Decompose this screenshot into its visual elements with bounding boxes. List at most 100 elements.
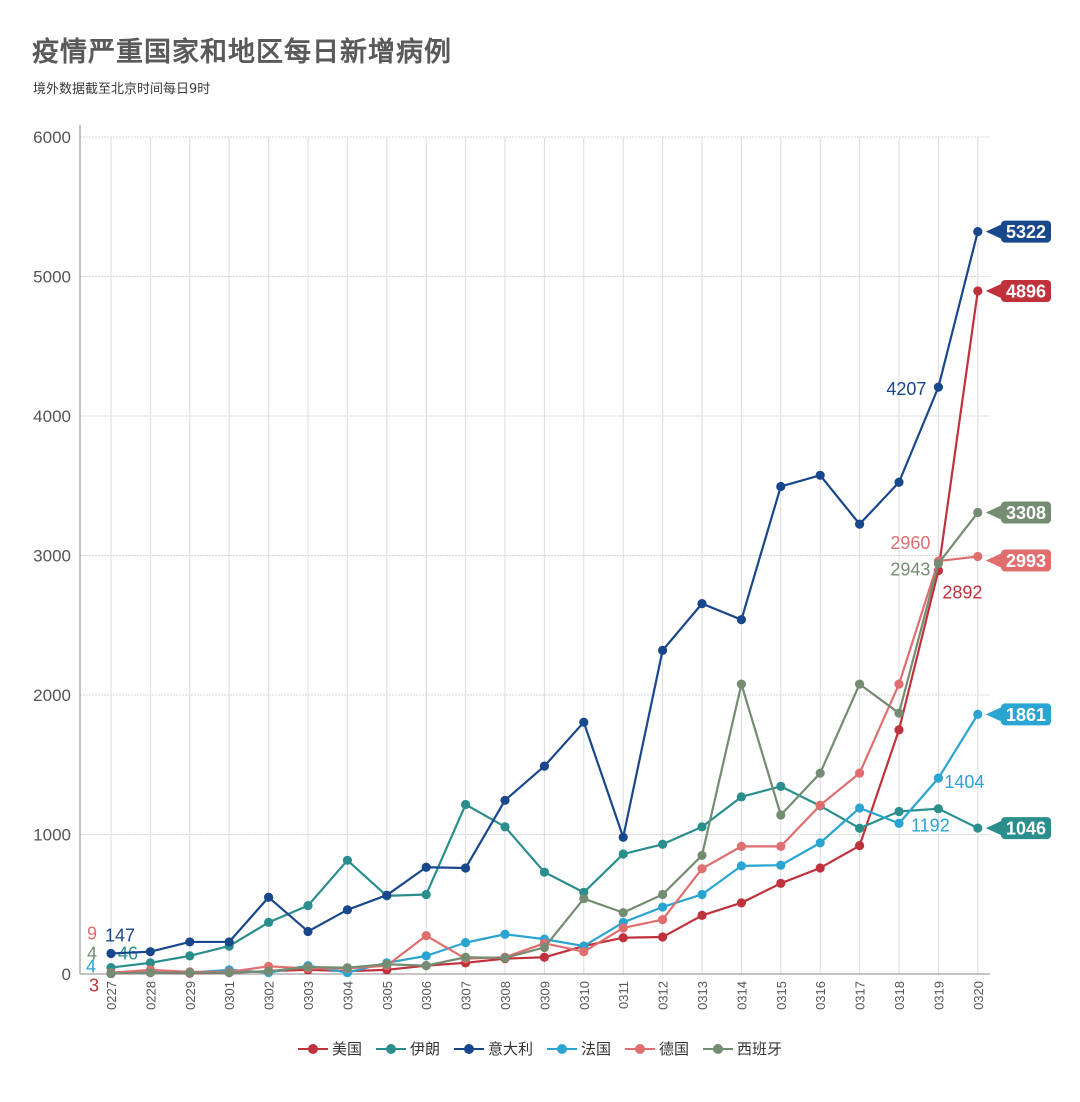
data-label: 4207 — [886, 379, 926, 399]
data-point — [815, 470, 825, 480]
y-tick-label: 3000 — [33, 547, 71, 566]
data-point — [894, 679, 904, 689]
data-label: 2892 — [942, 583, 982, 603]
data-point — [973, 551, 983, 562]
data-point — [421, 862, 431, 872]
legend-label: 法国 — [581, 1040, 612, 1058]
data-point — [461, 799, 471, 810]
data-point — [461, 938, 471, 948]
data-point — [185, 937, 195, 947]
data-point — [618, 908, 628, 918]
x-tick-label: 0319 — [931, 981, 946, 1010]
data-point — [973, 226, 983, 237]
end-label-badge — [1001, 703, 1051, 726]
data-point — [145, 958, 155, 968]
data-label: 2943 — [890, 559, 930, 579]
legend-item: 西班牙 — [703, 1038, 782, 1059]
data-point — [342, 905, 352, 915]
x-tick-label: 0317 — [853, 981, 868, 1010]
data-point — [539, 761, 550, 771]
x-tick-label: 0228 — [143, 981, 158, 1010]
y-tick-label: 0 — [62, 965, 71, 984]
end-label-pointer — [985, 707, 1001, 722]
data-label: 2960 — [890, 533, 930, 553]
data-point — [579, 717, 589, 727]
data-point — [539, 867, 550, 877]
end-label-pointer — [985, 284, 1001, 299]
legend-label: 意大利 — [487, 1040, 533, 1058]
data-label: 4 — [86, 956, 96, 976]
y-tick-label: 4000 — [33, 407, 71, 426]
x-tick-label: 0314 — [734, 981, 749, 1010]
data-point — [933, 382, 944, 392]
data-point — [185, 951, 195, 961]
data-point — [658, 902, 668, 912]
data-point — [106, 948, 116, 959]
data-point — [145, 968, 155, 978]
data-point — [894, 725, 904, 735]
data-point — [224, 968, 234, 978]
data-point — [855, 803, 865, 813]
data-point — [342, 855, 352, 865]
data-point — [658, 839, 668, 849]
data-point — [855, 679, 865, 689]
data-point — [658, 645, 668, 655]
data-point — [539, 952, 550, 962]
data-point — [973, 286, 983, 296]
x-tick-label: 0307 — [459, 981, 474, 1010]
data-point — [894, 818, 904, 828]
x-tick-label: 0318 — [892, 981, 907, 1010]
data-point — [973, 709, 983, 719]
data-point — [815, 768, 825, 778]
end-label: 5322 — [1006, 222, 1046, 242]
data-label: 147 — [105, 925, 135, 945]
x-tick-label: 0311 — [616, 981, 631, 1009]
data-label: 1192 — [911, 815, 950, 835]
data-point — [303, 962, 313, 972]
x-tick-label: 0303 — [301, 981, 316, 1010]
end-label: 2993 — [1006, 551, 1046, 571]
data-point — [815, 800, 825, 810]
x-tick-label: 0312 — [656, 981, 671, 1010]
legend-item: 法国 — [547, 1038, 611, 1059]
data-point — [776, 810, 786, 820]
x-tick-label: 0302 — [262, 981, 277, 1010]
data-point — [539, 942, 550, 953]
data-point — [933, 804, 944, 814]
x-tick-label: 0315 — [774, 981, 789, 1010]
series-法国: 4 1404 1192 1861 — [86, 703, 1051, 979]
end-label-pointer — [985, 224, 1001, 239]
end-label-badge — [1001, 549, 1051, 572]
end-label-badge — [1001, 220, 1051, 243]
data-point — [815, 863, 825, 873]
y-tick-label: 5000 — [33, 268, 71, 287]
data-point — [776, 481, 786, 492]
data-point — [973, 823, 983, 833]
y-tick-label: 6000 — [33, 128, 71, 147]
legend-swatch — [703, 1042, 734, 1056]
data-point — [461, 952, 471, 962]
data-point — [697, 910, 707, 921]
data-point — [382, 959, 392, 969]
end-label: 3308 — [1006, 503, 1046, 523]
data-point — [894, 477, 904, 487]
data-point — [618, 849, 628, 859]
legend-swatch — [375, 1042, 406, 1056]
legend-item: 美国 — [297, 1038, 362, 1059]
x-tick-label: 0320 — [971, 981, 986, 1010]
data-point — [933, 773, 944, 783]
data-point — [145, 947, 155, 957]
data-point — [421, 951, 431, 961]
data-point — [618, 832, 628, 842]
data-point — [736, 898, 747, 908]
line-chart: 0 1000 2000 3000 4000 5000 6000 0227 0228 0229 030… — [33, 125, 1051, 1010]
data-point — [618, 933, 628, 943]
data-point — [264, 892, 274, 902]
end-label-pointer — [985, 553, 1001, 568]
series-意大利: 147 4207 5322 — [105, 220, 1051, 959]
series-西班牙: 4 2943 3308 — [87, 501, 1051, 979]
data-point — [461, 863, 471, 873]
data-point — [855, 768, 865, 778]
chart-subtitle: 境外数据截至北京时间每日9时 — [33, 82, 211, 97]
data-point — [106, 968, 116, 979]
